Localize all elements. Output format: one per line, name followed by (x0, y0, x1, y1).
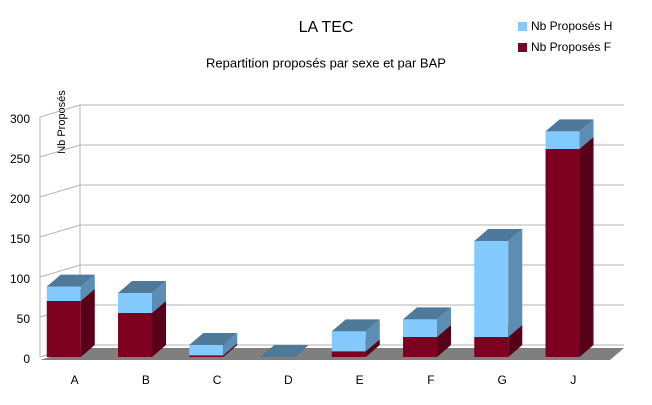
legend-swatch (518, 22, 527, 31)
bar (118, 313, 153, 357)
bar-side (579, 137, 594, 357)
y-tick-label: 50 (17, 312, 31, 326)
bar-top (260, 345, 309, 357)
y-axis-label: Nb Proposés (56, 90, 68, 154)
y-tick-label: 200 (10, 192, 30, 206)
bar (403, 337, 438, 357)
x-tick-label: J (570, 373, 576, 387)
grid-line (39, 144, 624, 158)
bar-top (118, 281, 167, 293)
chart-title: LA TEC (299, 19, 354, 36)
y-tick-label: 300 (10, 112, 30, 126)
bar-side (365, 339, 380, 357)
legend-label: Nb Proposés H (531, 19, 612, 33)
bar-top (189, 333, 238, 345)
x-tick-label: E (356, 373, 364, 387)
grid-line (39, 184, 624, 198)
y-tick-label: 250 (10, 152, 30, 166)
x-tick-label: D (284, 373, 293, 387)
bar-top (46, 274, 95, 287)
bar-side (223, 333, 238, 356)
y-tick-label: 100 (10, 272, 30, 286)
x-tick-label: A (71, 373, 79, 387)
bar-side (365, 319, 380, 352)
bar-side (437, 307, 452, 337)
bar (189, 345, 224, 356)
bar (545, 149, 580, 357)
bar-top (474, 229, 523, 241)
bar (403, 319, 438, 337)
bar-side (508, 325, 523, 357)
bar (331, 351, 366, 357)
bar-side (152, 301, 167, 357)
bar (118, 293, 153, 313)
bar-top (403, 307, 452, 320)
bar (46, 301, 81, 357)
chart-subtitle: Repartition proposés par sexe et par BAP (206, 55, 446, 70)
bar (545, 131, 580, 149)
bar (474, 337, 509, 357)
bar-side (152, 281, 167, 313)
x-tick-label: F (427, 373, 434, 387)
bar-side (80, 289, 95, 357)
grid-line (39, 104, 624, 118)
x-tick-label: B (142, 373, 150, 387)
x-tick-label: C (213, 373, 222, 387)
bar-top (331, 319, 380, 332)
grid-line (39, 264, 624, 278)
bar-side (508, 229, 523, 337)
bar-side (223, 343, 238, 357)
bar (46, 286, 81, 301)
bar-side (437, 325, 452, 357)
legend-swatch (518, 43, 527, 52)
grid-line (39, 224, 624, 238)
y-tick-label: 0 (23, 352, 30, 366)
bar (474, 241, 509, 337)
bar (331, 331, 366, 352)
y-tick-label: 150 (10, 232, 30, 246)
bar-side (579, 119, 594, 149)
bar (189, 355, 224, 357)
bar-side (80, 274, 95, 301)
x-tick-label: G (497, 373, 506, 387)
legend-label: Nb Proposés F (531, 40, 611, 54)
bar-top (545, 119, 594, 132)
